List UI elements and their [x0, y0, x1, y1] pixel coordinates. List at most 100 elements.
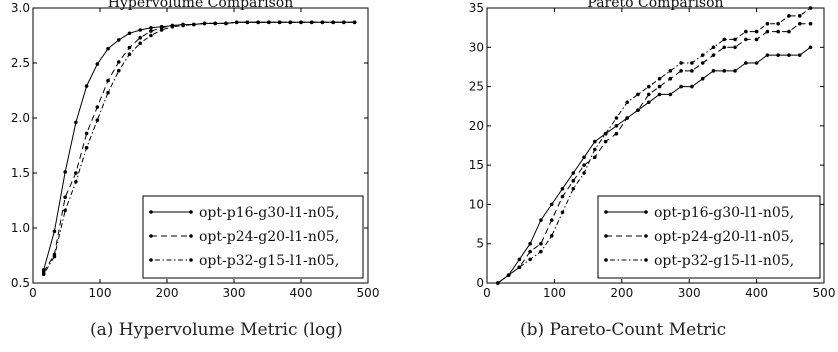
y-tick-label: 20 — [469, 119, 484, 133]
data-point — [517, 265, 522, 270]
data-point — [352, 20, 357, 25]
data-point — [765, 53, 770, 57]
x-tick-label: 200 — [156, 286, 179, 300]
data-point — [776, 21, 780, 26]
data-point — [614, 116, 619, 120]
data-point — [733, 45, 737, 50]
data-point — [74, 171, 78, 175]
legend-marker — [149, 258, 153, 262]
data-point — [765, 21, 770, 26]
data-point — [593, 155, 597, 160]
series-line-3 — [497, 7, 811, 284]
data-point — [95, 105, 100, 109]
plot-frame — [32, 7, 369, 284]
data-point — [690, 61, 694, 65]
x-tick-label: 400 — [745, 286, 768, 300]
data-point — [106, 78, 110, 83]
data-point — [808, 21, 813, 26]
y-tick-label: 15 — [469, 158, 484, 172]
plot-frame — [486, 7, 825, 284]
data-point — [625, 116, 629, 120]
caption-pareto: (b) Pareto-Count Metric — [520, 320, 727, 340]
data-point — [733, 37, 737, 42]
data-point — [744, 61, 748, 65]
data-point — [776, 53, 780, 57]
data-point — [181, 23, 185, 28]
data-point — [52, 229, 57, 234]
data-point — [560, 210, 565, 215]
data-point — [549, 202, 554, 207]
data-point — [593, 147, 597, 152]
series-line-2 — [497, 23, 811, 284]
data-point — [95, 62, 100, 66]
caption-hypervolume: (a) Hypervolume Metric (log) — [90, 320, 343, 340]
legend-marker — [604, 210, 608, 214]
data-point — [549, 234, 554, 238]
legend-label: opt-p32-g15-l1-n05, — [654, 253, 794, 269]
data-point — [106, 46, 110, 51]
data-point — [506, 273, 511, 277]
data-point — [277, 20, 282, 25]
data-point — [646, 100, 651, 105]
data-point — [711, 45, 716, 50]
pareto-chart: Pareto Comparison 0 100 200 300 400 500 0 5 10 15 2… — [469, 0, 836, 300]
y-tick-label: 3.0 — [11, 1, 30, 15]
data-point — [571, 186, 576, 191]
data-point — [63, 208, 67, 213]
data-point — [668, 69, 673, 73]
legend-marker — [189, 234, 193, 238]
legend-marker — [604, 258, 608, 262]
data-point — [614, 124, 619, 128]
data-point — [690, 69, 694, 73]
data-point — [320, 20, 325, 25]
data-point — [776, 29, 780, 34]
data-point — [646, 92, 651, 97]
data-point — [95, 118, 100, 122]
data-point — [787, 53, 791, 57]
y-tick-label: 0 — [476, 276, 484, 290]
data-point — [722, 37, 727, 42]
data-point — [603, 139, 608, 144]
data-point — [582, 155, 586, 160]
y-tick-label: 5 — [476, 237, 484, 251]
data-point — [700, 53, 705, 57]
y-tick-label: 25 — [469, 80, 484, 94]
data-point — [127, 45, 132, 50]
legend-label: opt-p32-g15-l1-n05, — [199, 253, 339, 269]
data-point — [711, 69, 716, 73]
data-point — [213, 21, 218, 26]
data-point — [63, 170, 67, 174]
data-point — [234, 20, 239, 25]
data-point — [539, 249, 543, 254]
y-tick-label: 10 — [469, 197, 484, 211]
legend-marker — [644, 210, 648, 214]
data-point — [668, 76, 673, 81]
data-point — [657, 84, 662, 89]
data-point — [84, 145, 89, 150]
data-point — [571, 179, 576, 183]
data-point — [84, 131, 89, 136]
y-tick-label: 35 — [469, 1, 484, 15]
x-tick-label: 400 — [290, 286, 313, 300]
data-point — [106, 90, 110, 95]
data-point — [754, 61, 759, 65]
data-point — [636, 108, 640, 112]
data-point — [528, 241, 532, 246]
data-point — [765, 29, 770, 34]
x-tick-label: 100 — [543, 286, 566, 300]
data-point — [63, 195, 67, 199]
data-point — [528, 249, 532, 254]
data-point — [245, 20, 250, 25]
data-point — [159, 28, 164, 32]
legend-marker — [189, 210, 193, 214]
data-point — [668, 92, 673, 97]
data-point — [202, 21, 207, 26]
legend-label: opt-p16-g30-l1-n05, — [654, 205, 794, 221]
data-point — [138, 41, 142, 45]
chart-title: Pareto Comparison — [587, 0, 723, 11]
data-point — [625, 100, 629, 105]
y-tick-label: 2.0 — [11, 111, 30, 125]
data-point — [127, 52, 132, 56]
data-point — [74, 120, 78, 125]
